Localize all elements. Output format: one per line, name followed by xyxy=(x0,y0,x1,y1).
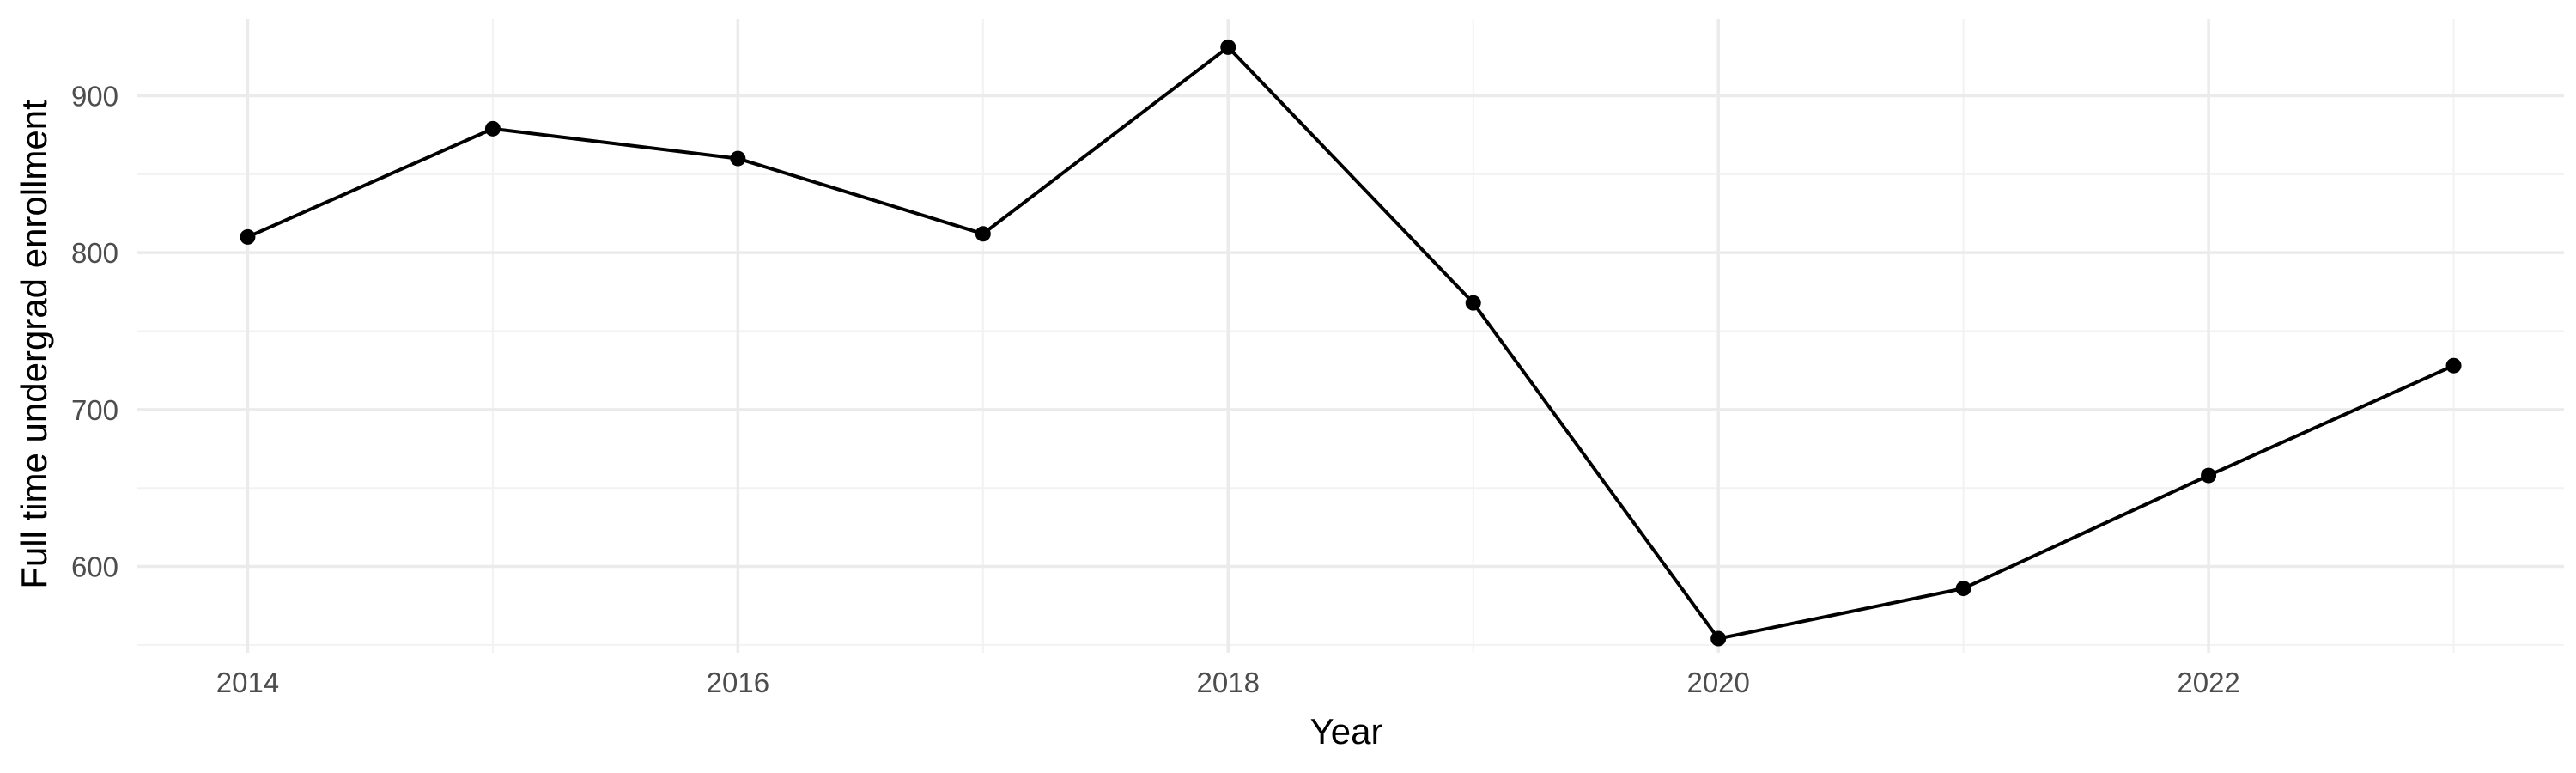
data-point-2015 xyxy=(484,120,501,137)
x-axis-title: Year xyxy=(1310,711,1383,752)
y-tick-label-800: 800 xyxy=(71,237,118,269)
x-tick-label-2018: 2018 xyxy=(1197,666,1260,698)
x-tick-label-2020: 2020 xyxy=(1686,666,1749,698)
data-point-2019 xyxy=(1465,295,1481,311)
y-axis-tick-labels: 600 700 800 900 xyxy=(71,81,118,583)
y-tick-label-600: 600 xyxy=(71,551,118,583)
data-point-2017 xyxy=(975,226,991,242)
data-point-2014 xyxy=(240,228,256,245)
y-tick-label-900: 900 xyxy=(71,81,118,113)
x-tick-label-2014: 2014 xyxy=(216,666,279,698)
y-axis-title: Full time undergrad enrollment xyxy=(14,100,54,589)
data-point-2016 xyxy=(730,150,746,167)
x-tick-label-2016: 2016 xyxy=(707,666,769,698)
x-axis-tick-labels: 2014 2016 2018 2020 2022 xyxy=(216,666,2240,698)
data-point-2021 xyxy=(1955,581,1971,597)
data-point-2022 xyxy=(2201,467,2217,484)
minor-gridlines xyxy=(137,19,2564,653)
data-points xyxy=(240,39,2462,647)
data-point-2023 xyxy=(2445,357,2462,374)
y-tick-label-700: 700 xyxy=(71,394,118,426)
data-point-2018 xyxy=(1220,39,1236,55)
major-gridlines xyxy=(137,19,2564,653)
data-point-2020 xyxy=(1710,630,1727,647)
series-line-1 xyxy=(246,45,2456,641)
x-tick-label-2022: 2022 xyxy=(2177,666,2239,698)
data-series xyxy=(246,45,2456,641)
